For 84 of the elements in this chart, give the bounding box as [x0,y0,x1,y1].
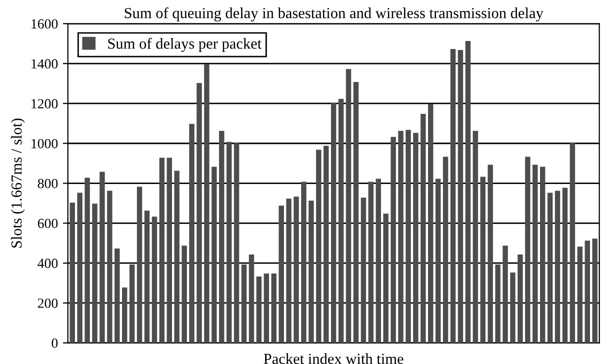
bar [278,206,284,343]
bar [420,114,426,343]
bar [376,178,381,343]
bar [406,130,411,343]
bar [360,198,366,343]
bar [442,156,448,343]
bar [488,164,493,343]
bar [114,248,120,343]
bar [450,49,456,343]
y-tick-label: 1400 [32,59,58,69]
bar [368,182,374,343]
bar [256,276,262,343]
bar [144,210,150,343]
bar [584,240,590,343]
bar [570,142,576,343]
bar [196,82,202,343]
bar [271,274,276,343]
chart-title: Sum of queuing delay in basestation and wireless transmission delay [124,7,544,22]
bar [510,272,516,343]
bar [248,254,254,343]
bar [465,41,471,343]
bar [92,204,98,343]
bar [301,182,306,343]
bar [532,164,538,343]
bar [122,287,128,343]
bar [219,130,224,343]
bar [107,190,112,343]
y-tick-label: 200 [38,298,58,308]
bar [70,202,75,343]
bar [136,186,142,343]
bar [428,104,434,343]
y-tick-label: 1000 [32,138,58,148]
bar [390,136,396,343]
bar [264,274,270,343]
bar [84,178,90,343]
bar [502,246,508,343]
bar [353,82,359,343]
bar [77,192,82,343]
y-axis-title: Slots (1.667ms / slot) [10,118,25,248]
bar [540,166,546,343]
bar [182,246,187,343]
y-tick-label: 600 [38,218,58,228]
bar [480,176,486,343]
x-axis-title: Packet index with time [264,353,404,364]
bar [562,188,568,343]
bar [234,142,240,343]
bar [458,50,464,343]
bar [294,196,299,343]
bar [308,200,314,343]
bar [286,198,292,343]
bar [592,238,598,343]
bar [398,130,404,343]
bar [204,64,210,343]
y-tick-label: 800 [38,178,58,188]
bar [472,130,478,343]
bar [129,264,135,343]
bar [174,170,180,343]
bar [577,246,583,343]
bar [330,102,336,343]
bar [383,214,388,343]
bar [152,216,158,343]
y-tick-label: 1600 [32,19,58,29]
bar [518,254,523,343]
bar [159,158,165,343]
bar [316,150,322,343]
bar [554,190,560,343]
y-tick-label: 1200 [32,99,58,108]
bar [525,156,530,343]
bar [241,264,247,343]
bar [324,146,329,343]
bar [413,132,418,343]
bar [166,158,172,343]
y-tick-label: 0 [52,338,58,348]
bar [226,142,232,343]
legend-label: Sum of delays per packet [108,38,262,52]
y-tick-label: 400 [38,258,58,268]
bar [100,172,105,343]
bar [495,264,500,343]
bar [435,178,441,343]
bar [189,124,194,343]
bar [346,68,352,343]
bar [212,166,217,343]
bar [338,98,344,343]
bar [547,192,553,343]
